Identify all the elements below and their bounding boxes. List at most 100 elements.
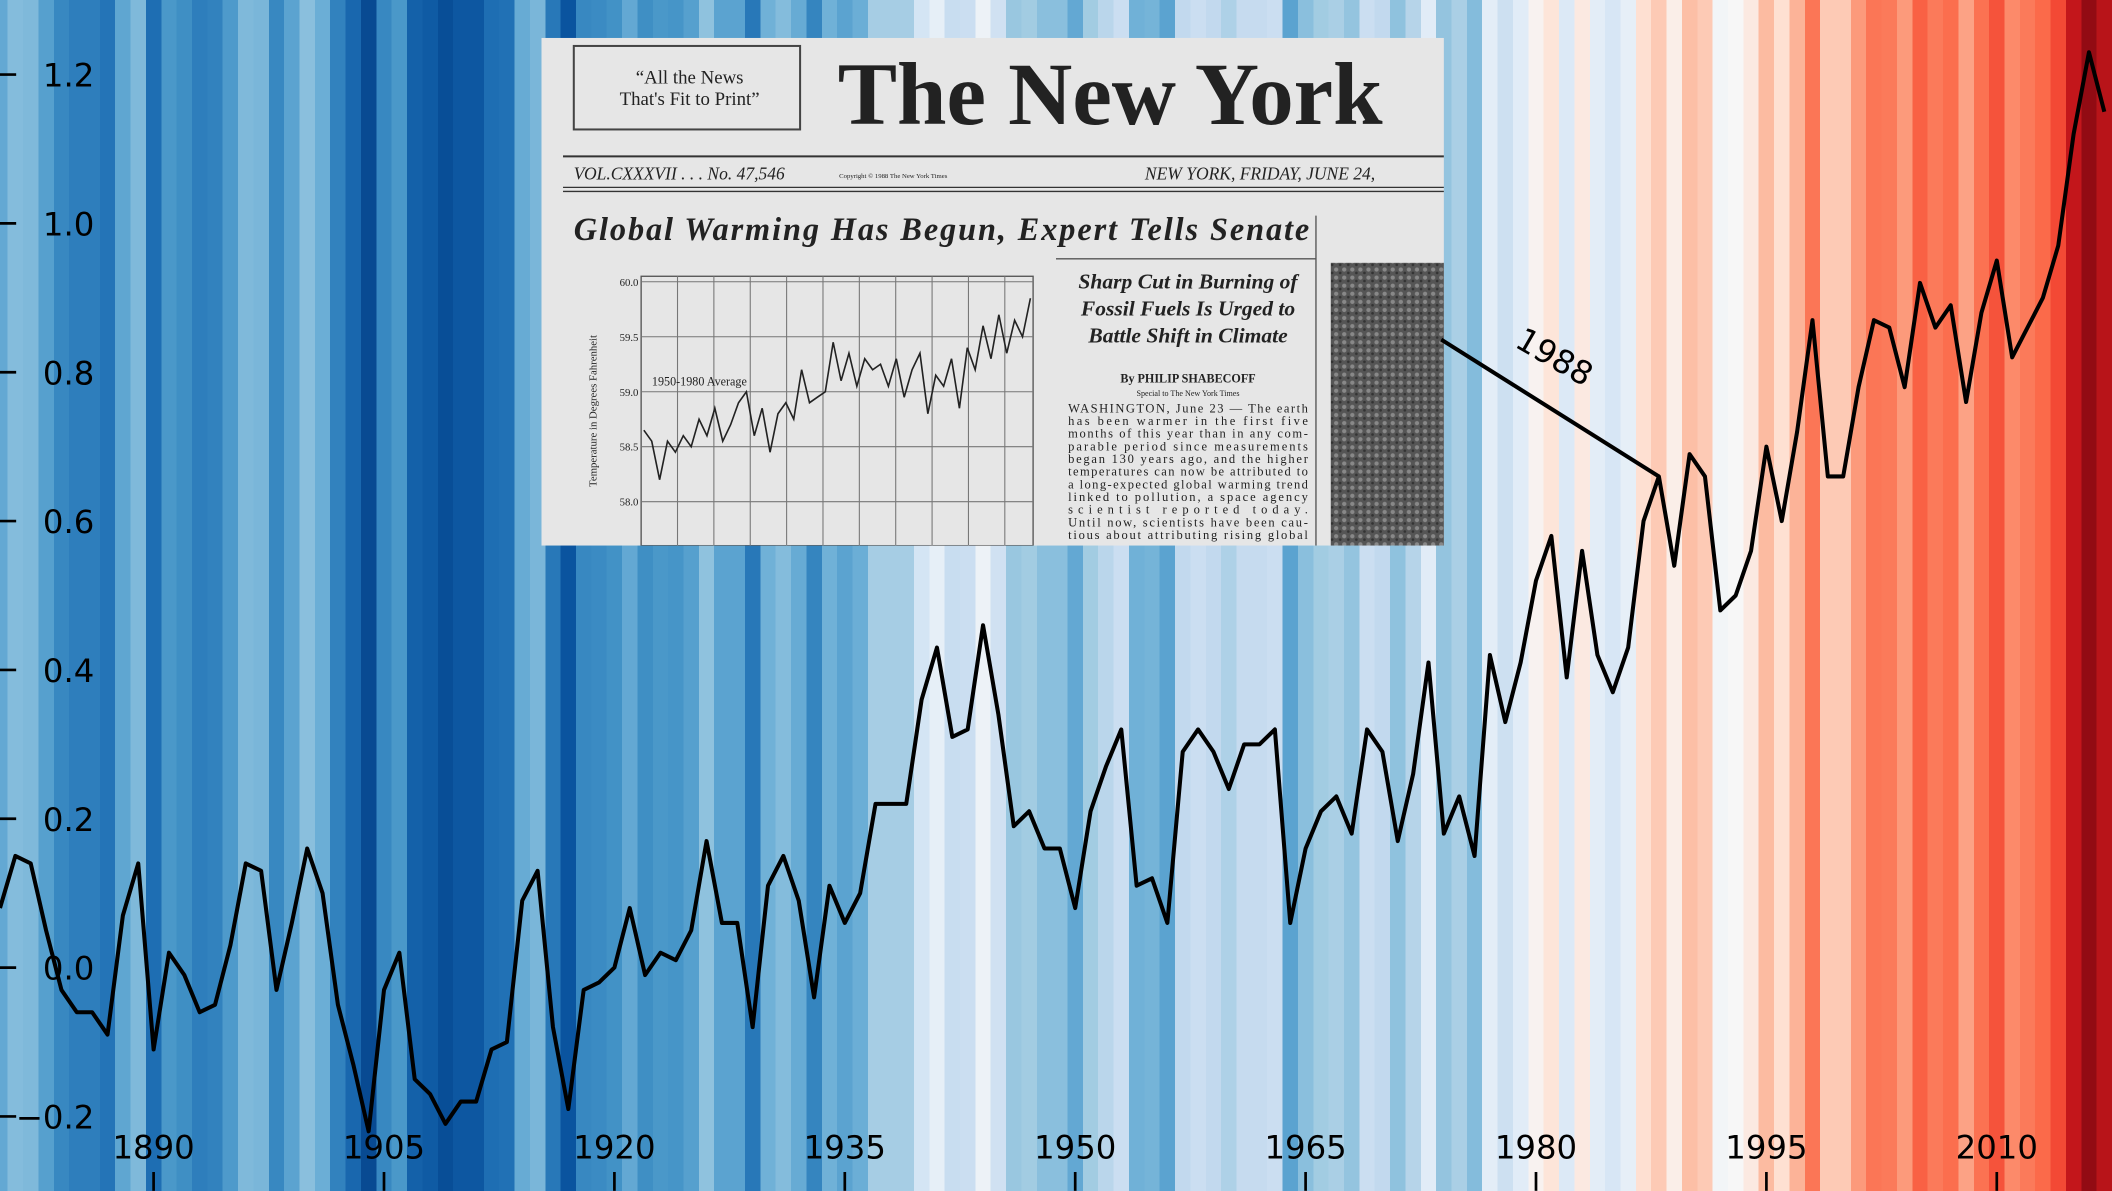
article-line: months of this year than in any com-	[1068, 427, 1308, 441]
annotation-line	[1440, 337, 1660, 479]
article-line: parable period since measurements	[1068, 439, 1308, 453]
stripe	[376, 0, 393, 1191]
inset-frame	[640, 275, 1034, 546]
dateline: NEW YORK, FRIDAY, JUNE 24,	[1144, 163, 1375, 183]
inset-ylabel: Temperature in Degrees Fahrenheit	[588, 335, 600, 487]
article-line: WASHINGTON, June 23 — The earth	[1068, 401, 1308, 415]
y-tick-label: 1.0	[43, 206, 94, 244]
x-tick-label: 1980	[1495, 1129, 1577, 1167]
article-line: Until now, scientists have been cau-	[1068, 515, 1308, 529]
inset-tick-label: 59.5	[620, 332, 639, 344]
stripe	[1896, 0, 1913, 1191]
inset-tick-label: 59.0	[620, 387, 639, 399]
y-tick-label: 1.2	[43, 57, 94, 95]
x-tick-label: 2010	[1956, 1129, 2038, 1167]
inset-annotation: 1950-1980 Average	[652, 374, 747, 388]
y-tick-label: 0.8	[43, 354, 94, 392]
y-tick-label: 0.6	[43, 503, 94, 541]
motto: “All the News	[636, 68, 744, 89]
stripe	[1927, 0, 1944, 1191]
stripe	[345, 0, 362, 1191]
stripe	[23, 0, 40, 1191]
stripe	[1620, 0, 1637, 1191]
stripe	[1912, 0, 1929, 1191]
stripe	[1866, 0, 1883, 1191]
stripe	[99, 0, 116, 1191]
subhead: Sharp Cut in Burning of	[1078, 269, 1299, 293]
stripe	[2019, 0, 2036, 1191]
x-tick-label: 1950	[1034, 1129, 1116, 1167]
stripe	[1512, 0, 1529, 1191]
stripe	[314, 0, 331, 1191]
stripe	[2004, 0, 2021, 1191]
newspaper-background	[541, 37, 1444, 546]
stripe	[407, 0, 424, 1191]
copyright: Copyright © 1988 The New York Times	[839, 173, 948, 180]
stripe	[1543, 0, 1560, 1191]
stripe	[2081, 0, 2098, 1191]
stripe	[1466, 0, 1483, 1191]
y-tick-label: −0.2	[16, 1099, 94, 1137]
line	[0, 50, 2107, 1134]
stripe	[1712, 0, 1729, 1191]
stripe	[1559, 0, 1576, 1191]
stripe	[453, 0, 470, 1191]
stripe	[1605, 0, 1622, 1191]
stripe	[284, 0, 301, 1191]
stripe	[69, 0, 86, 1191]
stripe	[2050, 0, 2067, 1191]
stripe	[1820, 0, 1837, 1191]
article-line: a long-expected global warming trend	[1068, 477, 1308, 491]
stripe	[145, 0, 162, 1191]
inset-line	[643, 298, 1032, 480]
subhead: Fossil Fuels Is Urged to	[1080, 296, 1296, 320]
inset-tick-label: 58.0	[620, 497, 639, 509]
stripe	[1835, 0, 1852, 1191]
stripe	[1989, 0, 2006, 1191]
stripe	[84, 0, 101, 1191]
special: Special to The New York Times	[1136, 389, 1239, 398]
stripe	[268, 0, 285, 1191]
stripe	[1482, 0, 1499, 1191]
x-tick-label: 1965	[1264, 1129, 1346, 1167]
stripe	[238, 0, 255, 1191]
photo	[1330, 262, 1444, 546]
x-tick-label: 1995	[1725, 1129, 1807, 1167]
inset-tick-label: 58.5	[620, 442, 639, 454]
stripe	[1743, 0, 1760, 1191]
x-tick-label: 1920	[573, 1129, 655, 1167]
stripe	[1804, 0, 1821, 1191]
stripe	[360, 0, 377, 1191]
byline: By PHILIP SHABECOFF	[1120, 372, 1255, 386]
stripe	[2096, 0, 2112, 1191]
article-line: began 130 years ago, and the higher	[1068, 452, 1309, 466]
stripe	[1528, 0, 1545, 1191]
stripe	[1758, 0, 1775, 1191]
stripe	[330, 0, 347, 1191]
inset-tick-label: 60.0	[620, 277, 639, 289]
x-tick-label: 1905	[343, 1129, 425, 1167]
stripe	[1497, 0, 1514, 1191]
volume: VOL.CXXXVII . . . No. 47,546	[574, 163, 785, 183]
stripe	[437, 0, 454, 1191]
stripe	[514, 0, 531, 1191]
motto: That's Fit to Print”	[620, 89, 760, 110]
stripe	[468, 0, 485, 1191]
stripe	[53, 0, 70, 1191]
stripe	[391, 0, 408, 1191]
stripe	[1973, 0, 1990, 1191]
stripe	[1666, 0, 1683, 1191]
stripe	[1943, 0, 1960, 1191]
stripe	[115, 0, 132, 1191]
stripe	[1574, 0, 1591, 1191]
headline: Global Warming Has Begun, Expert Tells S…	[574, 211, 1309, 247]
stripe	[1651, 0, 1668, 1191]
stripe	[1697, 0, 1714, 1191]
subhead: Battle Shift in Climate	[1087, 323, 1288, 347]
newspaper: “All the News That's Fit to Print” The N…	[541, 37, 1444, 546]
stripe	[38, 0, 55, 1191]
stripe	[1789, 0, 1806, 1191]
